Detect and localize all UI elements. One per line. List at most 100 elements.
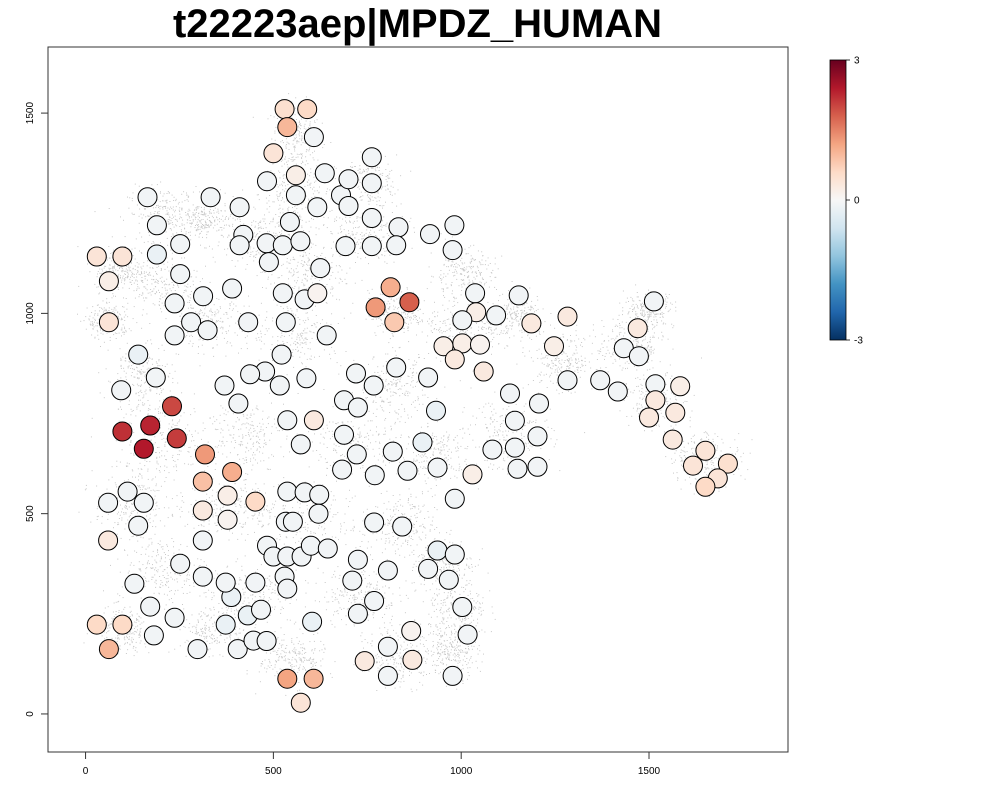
background-point xyxy=(548,364,550,366)
background-point xyxy=(242,257,244,259)
background-point xyxy=(326,322,328,324)
background-point xyxy=(532,457,534,459)
background-point xyxy=(268,200,270,202)
background-point xyxy=(584,361,586,362)
background-point xyxy=(292,140,294,142)
background-point xyxy=(503,304,505,306)
background-point xyxy=(524,442,526,444)
background-point xyxy=(384,385,386,387)
background-point xyxy=(151,343,153,345)
background-point xyxy=(292,330,294,332)
background-point xyxy=(191,223,192,225)
background-point xyxy=(159,201,161,203)
background-point xyxy=(456,333,458,335)
background-point xyxy=(214,221,216,223)
background-point xyxy=(246,264,248,265)
background-point xyxy=(614,342,616,344)
background-point xyxy=(352,302,354,304)
background-point xyxy=(630,391,632,393)
background-point xyxy=(416,381,418,383)
background-point xyxy=(297,334,299,336)
background-point xyxy=(248,305,250,307)
background-point xyxy=(663,392,665,394)
background-point xyxy=(717,445,718,447)
background-point xyxy=(448,328,450,330)
background-point xyxy=(331,286,333,288)
background-point xyxy=(527,442,529,444)
background-point xyxy=(302,256,303,257)
background-point xyxy=(349,222,351,223)
background-point xyxy=(368,263,369,265)
background-point xyxy=(137,405,139,407)
background-point xyxy=(381,226,383,228)
background-point xyxy=(401,311,403,313)
background-point xyxy=(387,163,389,165)
background-point xyxy=(399,380,401,382)
background-point xyxy=(638,413,640,415)
background-point xyxy=(329,210,331,212)
background-point xyxy=(529,337,531,339)
background-point xyxy=(527,447,529,449)
background-point xyxy=(206,224,208,226)
background-point xyxy=(470,332,472,334)
background-point xyxy=(297,350,299,352)
background-point xyxy=(581,342,583,343)
background-point xyxy=(494,429,496,431)
background-point xyxy=(233,303,235,305)
background-point xyxy=(175,206,177,208)
background-point xyxy=(595,369,597,371)
background-point xyxy=(296,119,297,120)
background-point xyxy=(149,404,151,406)
background-point xyxy=(176,220,178,222)
background-point xyxy=(123,370,125,372)
background-point xyxy=(396,385,398,387)
background-point xyxy=(171,364,173,366)
background-point xyxy=(652,337,654,338)
background-point xyxy=(400,377,402,379)
background-point xyxy=(288,270,290,272)
background-point xyxy=(476,323,477,324)
background-point xyxy=(520,340,522,342)
background-point xyxy=(172,264,174,266)
background-point xyxy=(277,344,279,346)
background-point xyxy=(206,231,208,233)
background-point xyxy=(499,295,501,297)
background-point xyxy=(558,361,560,363)
background-point xyxy=(230,239,231,241)
background-point xyxy=(136,289,138,291)
background-point xyxy=(316,119,318,121)
background-point xyxy=(380,396,382,398)
background-point xyxy=(383,313,385,315)
background-point xyxy=(325,286,327,287)
background-point xyxy=(287,210,289,212)
background-point xyxy=(304,273,306,275)
background-point xyxy=(361,232,363,234)
background-point xyxy=(143,286,145,288)
background-point xyxy=(390,401,392,403)
background-point xyxy=(129,281,131,283)
background-point xyxy=(515,313,517,315)
background-point xyxy=(331,233,333,235)
background-point xyxy=(576,324,578,326)
background-point xyxy=(371,172,373,174)
background-point xyxy=(353,220,355,222)
background-point xyxy=(522,352,524,353)
background-point xyxy=(566,356,568,357)
background-point xyxy=(148,360,149,362)
background-point xyxy=(302,264,304,266)
background-point xyxy=(492,346,493,348)
background-point xyxy=(149,271,151,273)
background-point xyxy=(99,292,101,294)
background-point xyxy=(302,254,304,256)
background-point xyxy=(338,265,340,266)
background-point xyxy=(218,229,220,231)
background-point xyxy=(131,200,133,202)
background-point xyxy=(97,273,98,275)
background-point xyxy=(362,187,363,189)
background-point xyxy=(389,170,391,172)
background-point xyxy=(145,393,147,395)
background-point xyxy=(281,332,283,334)
background-point xyxy=(138,296,140,298)
background-point xyxy=(274,282,275,284)
background-point xyxy=(667,338,669,340)
